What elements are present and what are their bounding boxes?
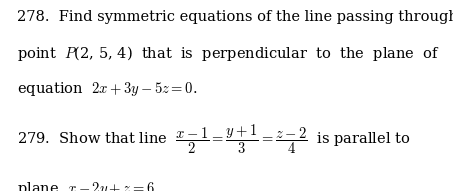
Text: 279.  Show that line  $\dfrac{x-1}{2} = \dfrac{y+1}{3} = \dfrac{z-2}{4}$  is par: 279. Show that line $\dfrac{x-1}{2} = \d… — [17, 122, 411, 156]
Text: point  $P$(2, 5, 4)  that  is  perpendicular  to  the  plane  of: point $P$(2, 5, 4) that is perpendicular… — [17, 44, 440, 63]
Text: equation  $2x + 3y - 5z = 0$.: equation $2x + 3y - 5z = 0$. — [17, 80, 198, 98]
Text: 278.  Find symmetric equations of the line passing through: 278. Find symmetric equations of the lin… — [17, 10, 453, 23]
Text: plane  $x - 2y + z = 6$.: plane $x - 2y + z = 6$. — [17, 180, 159, 191]
